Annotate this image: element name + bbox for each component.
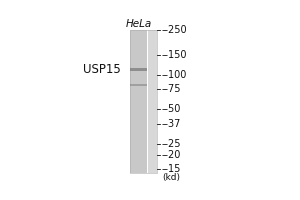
Text: --100: --100 <box>162 70 187 80</box>
Bar <box>148 30 157 173</box>
Bar <box>130 30 148 173</box>
Text: --50: --50 <box>162 104 181 114</box>
Text: --75: --75 <box>162 84 182 94</box>
Text: --250: --250 <box>162 25 188 35</box>
Text: USP15: USP15 <box>83 63 121 76</box>
Text: --20: --20 <box>162 150 181 160</box>
Bar <box>130 68 147 71</box>
Bar <box>130 84 147 86</box>
Text: --15: --15 <box>162 164 181 174</box>
Text: --25: --25 <box>162 139 182 149</box>
Text: --37: --37 <box>162 119 181 129</box>
Text: HeLa: HeLa <box>125 19 152 29</box>
Text: (kd): (kd) <box>162 173 180 182</box>
Text: --150: --150 <box>162 50 188 60</box>
Bar <box>130 30 157 173</box>
